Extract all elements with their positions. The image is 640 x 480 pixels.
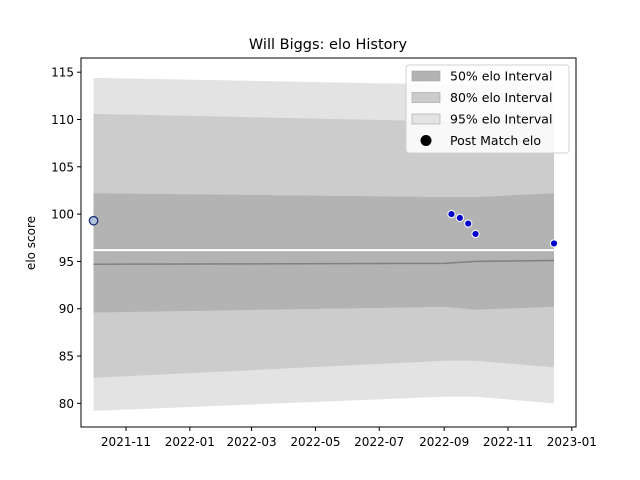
legend-label-1: 50% elo Interval — [450, 69, 552, 84]
legend: 50% elo Interval 80% elo Interval 95% elo … — [405, 64, 570, 154]
plot-area — [88, 77, 559, 411]
legend-marker-4 — [420, 135, 432, 146]
data-point-3 — [455, 213, 464, 222]
data-point-1 — [88, 215, 99, 226]
data-point-4 — [464, 219, 473, 228]
x-tick-label-2022-03: 2022-03 — [227, 435, 277, 449]
plot-frame — [80, 57, 577, 428]
x-tick-label-2023-01: 2023-01 — [547, 435, 597, 449]
legend-swatch-3 — [411, 113, 441, 125]
y-tick-label-100: 100 — [51, 208, 74, 222]
y-tick-label-110: 110 — [51, 113, 74, 127]
y-axis-label: elo score — [24, 216, 38, 270]
legend-swatch-1 — [411, 70, 441, 82]
legend-swatch-2 — [411, 92, 441, 103]
data-point-2 — [447, 210, 456, 219]
x-tick-label-2022-09: 2022-09 — [419, 435, 469, 449]
legend-label-4: Post Match elo — [450, 133, 541, 148]
data-point-6 — [549, 239, 559, 248]
x-tick-label-2022-05: 2022-05 — [290, 435, 340, 449]
legend-box — [405, 64, 570, 154]
axes: 80 85 90 95 100 105 110 115 2021-11 2022-01 2022-0… — [51, 57, 597, 449]
chart-title: Will Biggs: elo History — [249, 37, 408, 53]
x-tick-label-2022-11: 2022-11 — [483, 435, 533, 449]
x-tick-label-2022-07: 2022-07 — [354, 435, 404, 449]
median-line — [93, 259, 555, 266]
legend-label-2: 80% elo Interval — [450, 90, 552, 105]
data-point-5 — [471, 229, 480, 239]
y-tick-label-95: 95 — [59, 255, 74, 269]
y-tick-label-105: 105 — [51, 160, 74, 174]
y-tick-label-90: 90 — [59, 302, 74, 316]
x-tick-label-2021-11: 2021-11 — [101, 435, 151, 449]
y-tick-label-85: 85 — [59, 350, 74, 364]
band-50-interval — [93, 193, 555, 313]
y-tick-label-115: 115 — [51, 66, 74, 80]
y-tick-label-80: 80 — [59, 397, 74, 411]
x-tick-label-2022-01: 2022-01 — [165, 435, 215, 449]
legend-label-3: 95% elo Interval — [450, 112, 552, 127]
